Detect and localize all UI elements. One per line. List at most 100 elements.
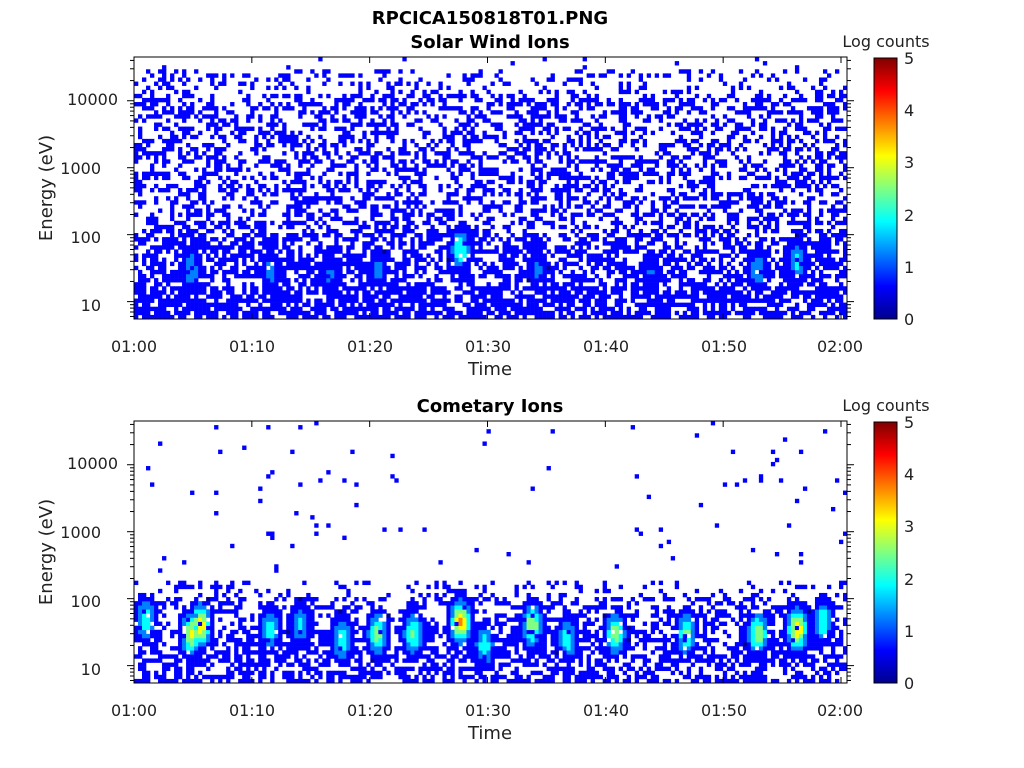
heatmap-cell [746, 241, 752, 246]
heatmap-cell [442, 102, 447, 107]
heatmap-cell [186, 212, 191, 217]
heatmap-cell [150, 314, 155, 320]
heatmap-cell [434, 228, 439, 234]
heatmap-cell [662, 196, 668, 201]
heatmap-cell [718, 314, 724, 320]
heatmap-cell [498, 253, 503, 258]
heatmap-cell [686, 122, 692, 127]
heatmap-cell [190, 188, 195, 193]
heatmap-cell [214, 224, 219, 230]
heatmap-cell [414, 171, 419, 177]
heatmap-cell [758, 212, 764, 217]
heatmap-cell [790, 212, 796, 217]
heatmap-cell [486, 216, 491, 222]
heatmap-cell [666, 171, 672, 177]
heatmap-cell [382, 69, 387, 74]
heatmap-cell [222, 286, 227, 291]
heatmap-cell [766, 77, 772, 82]
heatmap-cell [250, 306, 255, 312]
heatmap-cell [138, 306, 143, 312]
heatmap-cell [770, 237, 776, 242]
heatmap-cell [578, 204, 583, 209]
heatmap-cell [370, 310, 375, 316]
heatmap-cell [638, 73, 644, 78]
heatmap-cell [618, 106, 623, 111]
heatmap-cell [406, 183, 411, 189]
heatmap-cell [342, 253, 347, 258]
heatmap-cell [194, 147, 199, 152]
heatmap-cell [170, 237, 175, 242]
heatmap-cell [474, 73, 479, 78]
heatmap-cell [798, 155, 804, 160]
heatmap-cell [690, 130, 696, 136]
heatmap-cell [478, 183, 483, 189]
heatmap-cell [234, 265, 239, 271]
heatmap-cell [498, 204, 503, 209]
heatmap-cell [622, 102, 627, 107]
heatmap-cell [762, 257, 768, 262]
heatmap-cell [678, 69, 684, 74]
heatmap-cell [562, 216, 567, 222]
heatmap-cell [658, 224, 664, 230]
heatmap-cell [198, 233, 203, 238]
heatmap-cell [322, 212, 327, 217]
heatmap-cell [746, 224, 752, 230]
heatmap-cell [374, 257, 379, 262]
heatmap-cell [246, 93, 251, 99]
heatmap-cell [746, 249, 752, 254]
heatmap-cell [166, 93, 171, 99]
heatmap-cell [630, 175, 636, 181]
heatmap-cell [198, 273, 203, 279]
heatmap-cell [466, 192, 471, 197]
heatmap-cell [622, 118, 627, 123]
heatmap-cell [414, 286, 419, 291]
heatmap-cell [542, 138, 547, 144]
heatmap-cell [342, 302, 347, 308]
heatmap-cell [526, 102, 531, 107]
heatmap-cell [214, 261, 219, 267]
heatmap-cell [318, 57, 323, 62]
heatmap-cell [418, 241, 423, 246]
heatmap-cell [674, 208, 680, 213]
heatmap-cell [230, 269, 235, 275]
heatmap-cell [358, 257, 363, 262]
heatmap-cell [274, 192, 279, 197]
heatmap-cell [326, 167, 331, 172]
heatmap-cell [538, 183, 543, 189]
heatmap-cell [798, 118, 804, 123]
heatmap-cell [206, 253, 211, 258]
heatmap-cell [466, 261, 471, 267]
heatmap-cell [194, 278, 199, 283]
heatmap-cell [726, 118, 732, 123]
heatmap-cell [154, 253, 159, 258]
heatmap-cell [314, 253, 319, 258]
heatmap-cell [246, 114, 251, 119]
heatmap-cell [370, 183, 375, 189]
heatmap-cell [182, 126, 187, 131]
heatmap-cell [154, 257, 159, 262]
heatmap-cell [238, 134, 243, 140]
heatmap-cell [342, 183, 347, 189]
heatmap-cell [318, 261, 323, 267]
heatmap-cell [702, 228, 708, 234]
heatmap-cell [170, 73, 175, 78]
heatmap-cell [538, 188, 543, 193]
heatmap-cell [534, 245, 539, 250]
heatmap-cell [694, 220, 700, 226]
heatmap-cell [618, 265, 623, 271]
heatmap-cell [718, 175, 724, 181]
heatmap-cell [162, 261, 167, 267]
heatmap-cell [546, 265, 551, 271]
heatmap-cell [670, 253, 676, 258]
heatmap-cell [142, 147, 147, 152]
heatmap-cell [222, 159, 227, 164]
heatmap-cell [166, 188, 171, 193]
heatmap-cell [250, 237, 255, 242]
heatmap-cell [262, 261, 267, 267]
heatmap-cell [138, 126, 143, 131]
heatmap-cell [630, 171, 636, 177]
heatmap-cell [774, 138, 780, 144]
heatmap-cell [430, 200, 435, 205]
heatmap-cell [722, 163, 728, 168]
heatmap-cell [162, 306, 167, 312]
